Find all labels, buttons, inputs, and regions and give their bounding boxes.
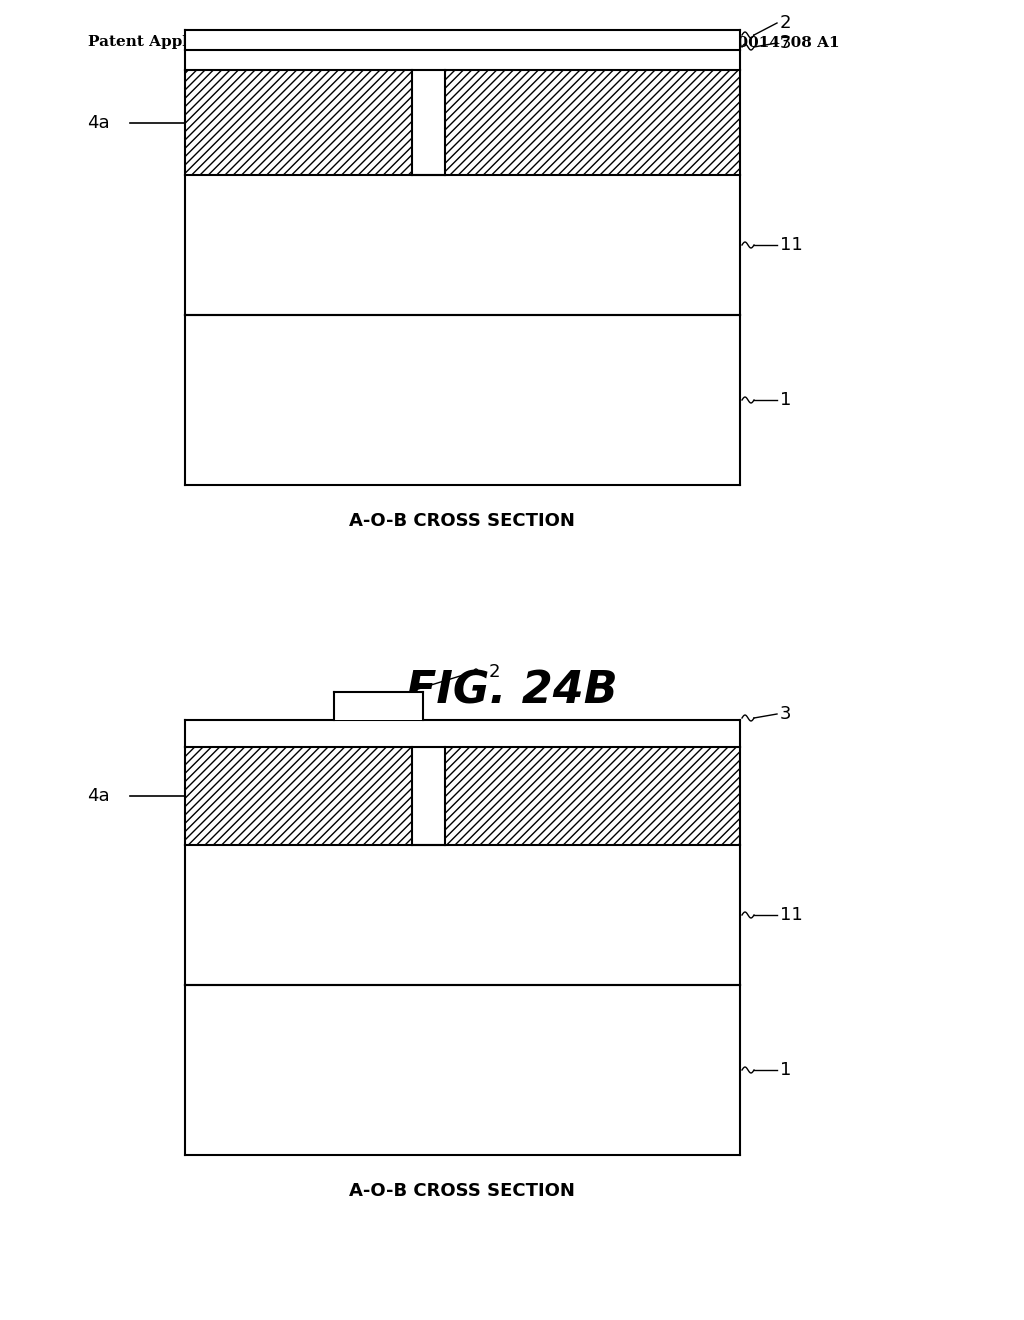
Bar: [185, 50, 740, 70]
Bar: [412, 70, 445, 176]
Bar: [185, 30, 740, 50]
Bar: [185, 70, 412, 176]
Text: US 2009/0014708 A1: US 2009/0014708 A1: [660, 36, 840, 49]
Text: Jan. 15, 2009  Sheet 21 of 37: Jan. 15, 2009 Sheet 21 of 37: [370, 36, 617, 49]
Text: Patent Application Publication: Patent Application Publication: [88, 36, 350, 49]
Text: 2: 2: [489, 663, 501, 681]
Text: FIG. 24B: FIG. 24B: [407, 671, 617, 713]
Text: A-O-B CROSS SECTION: A-O-B CROSS SECTION: [349, 512, 574, 531]
Text: 3: 3: [780, 705, 792, 723]
Bar: [412, 747, 445, 845]
Text: 2: 2: [780, 15, 792, 32]
Text: A-O-B CROSS SECTION: A-O-B CROSS SECTION: [349, 1181, 574, 1200]
Text: 1: 1: [780, 1061, 792, 1078]
Bar: [334, 692, 423, 719]
Text: FIG. 24A: FIG. 24A: [406, 106, 618, 148]
Bar: [445, 70, 740, 176]
Text: 11: 11: [780, 906, 803, 924]
Bar: [185, 747, 412, 845]
Text: 4a: 4a: [87, 114, 110, 132]
Bar: [185, 315, 740, 484]
Text: 3: 3: [780, 34, 792, 51]
Bar: [185, 176, 740, 315]
Text: 11: 11: [780, 236, 803, 253]
Bar: [185, 845, 740, 985]
Bar: [185, 719, 740, 747]
Bar: [445, 747, 740, 845]
Text: 4a: 4a: [87, 787, 110, 805]
Text: 1: 1: [780, 391, 792, 409]
Bar: [185, 985, 740, 1155]
